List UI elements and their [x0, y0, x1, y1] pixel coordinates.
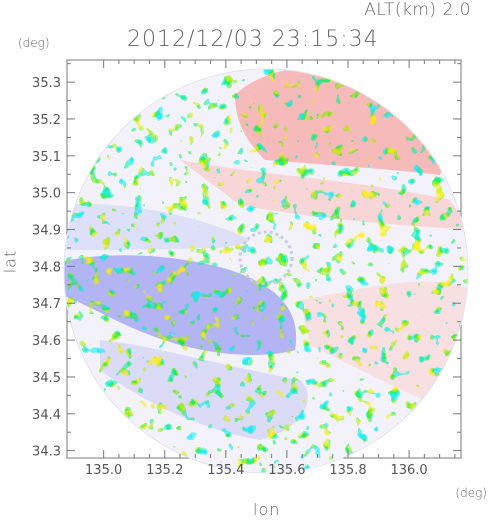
x-tick-label: 135.8 [329, 463, 366, 478]
x-axis-label: lon [253, 500, 281, 519]
y-tick-label: 34.3 [32, 445, 61, 460]
x-tick-label: 135.4 [207, 463, 244, 478]
y-unit-label: (deg) [18, 36, 50, 50]
y-tick-label: 35.0 [32, 187, 61, 202]
y-tick-label: 35.2 [32, 113, 61, 128]
altitude-label: ALT(km) 2.0 [364, 0, 471, 20]
y-tick-label: 34.7 [32, 297, 61, 312]
x-unit-label: (deg) [455, 486, 487, 500]
x-tick-label: 135.2 [146, 463, 183, 478]
x-ticks: 135.0 135.2 135.4 135.6 135.8 136.0 [85, 60, 456, 478]
y-tick-label: 35.1 [32, 150, 61, 165]
timestamp-title: 2012/12/03 23:15:34 [127, 27, 379, 52]
y-tick-label: 35.3 [32, 76, 61, 91]
x-tick-label: 136.0 [390, 463, 427, 478]
y-ticks: 35.3 35.2 35.1 35.0 34.9 34.8 34.7 34.6 34.5 34.4… [32, 63, 461, 460]
velocity-field [64, 69, 468, 473]
y-tick-label: 34.5 [32, 371, 61, 386]
x-tick-label: 135.6 [268, 463, 305, 478]
radar-range-ring [63, 68, 469, 474]
y-tick-label: 34.4 [32, 408, 61, 423]
x-tick-label: 135.0 [85, 463, 122, 478]
y-tick-label: 34.6 [32, 334, 61, 349]
y-tick-label: 34.9 [32, 224, 61, 239]
y-tick-label: 34.8 [32, 260, 61, 275]
